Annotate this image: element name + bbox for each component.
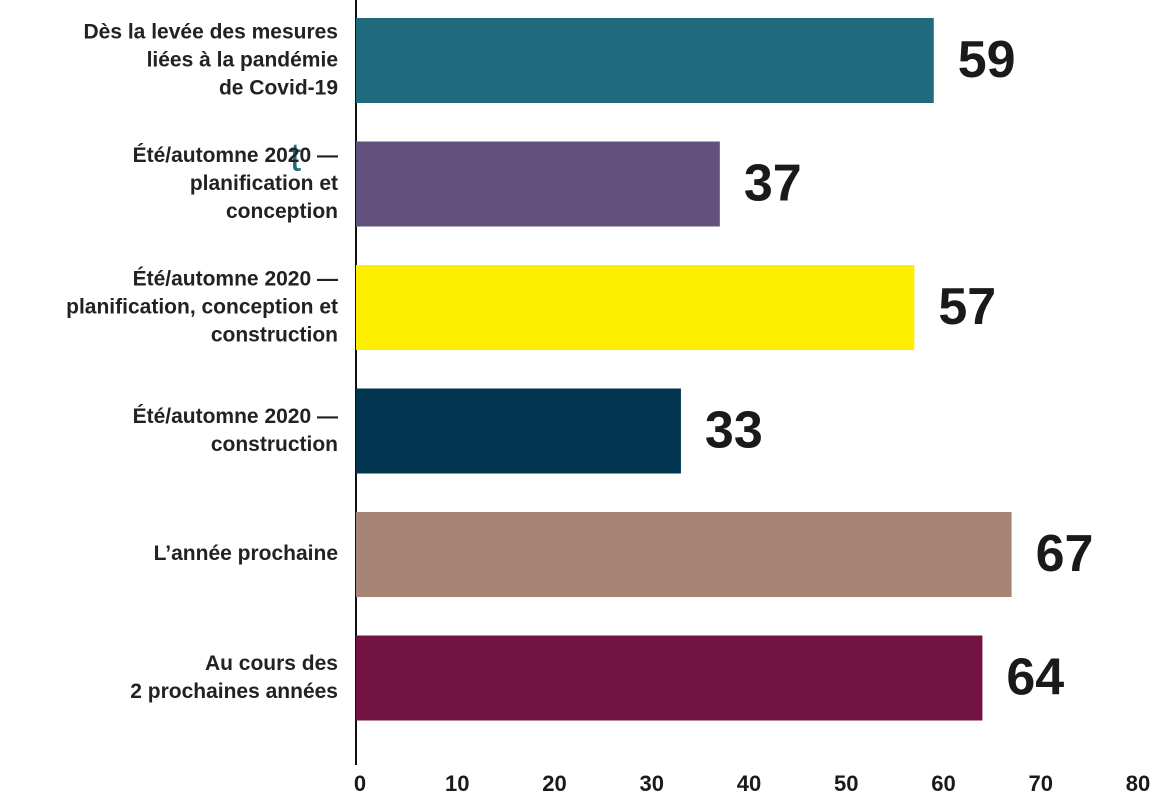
fragment-text: t (290, 136, 301, 180)
category-label: Été/automne 2020 — planification et concep… (133, 144, 338, 223)
x-tick-label: 20 (542, 771, 566, 796)
x-tick-label: 60 (931, 771, 955, 796)
category-label: Au cours des 2 prochaines années (130, 652, 338, 703)
x-tick-label: 0 (354, 771, 366, 796)
bar (356, 141, 720, 227)
bar (356, 18, 934, 103)
x-tick-label: 70 (1029, 771, 1053, 796)
bar (356, 635, 983, 721)
x-tick-label: 40 (737, 771, 761, 796)
category-label: L’année prochaine (154, 542, 338, 565)
category-label: Dès la levée des mesures liées à la pandé… (83, 20, 338, 99)
x-tick-label: 80 (1126, 771, 1150, 796)
value-label: 67 (1036, 525, 1094, 583)
x-tick-label: 10 (445, 771, 469, 796)
value-label: 59 (958, 31, 1016, 89)
bar (356, 265, 915, 350)
bar (356, 512, 1012, 597)
x-tick-label: 50 (834, 771, 858, 796)
value-label: 57 (938, 278, 996, 336)
category-label: Été/automne 2020 — planification, concept… (66, 267, 338, 346)
category-label: Été/automne 2020 — construction (133, 405, 338, 456)
bar (356, 388, 681, 474)
value-label: 37 (744, 155, 802, 213)
value-label: 33 (705, 402, 763, 460)
value-label: 64 (1006, 649, 1064, 707)
x-tick-label: 30 (640, 771, 664, 796)
